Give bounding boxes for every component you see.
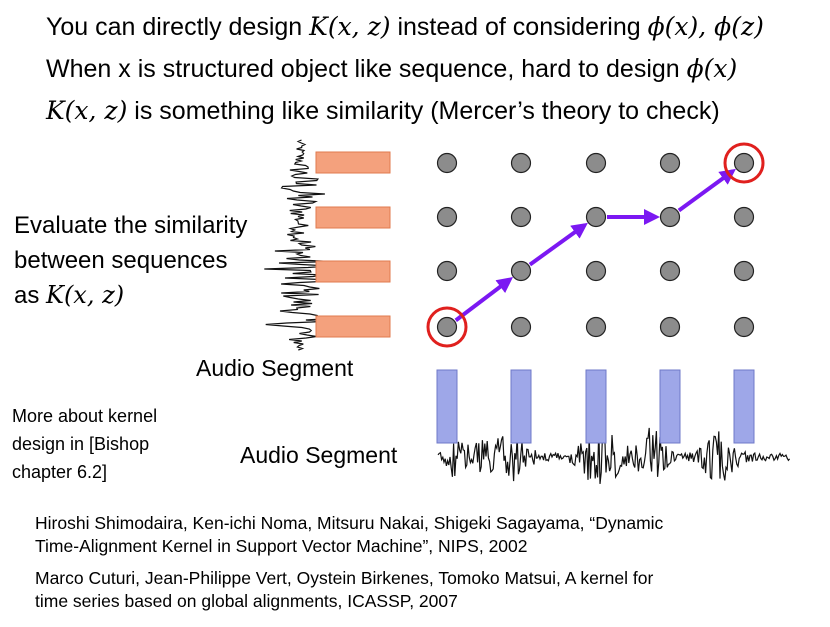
left-segment-bar [315, 260, 391, 283]
bottom-segment-bar [585, 369, 607, 444]
bottom-waveform [437, 427, 791, 484]
bottom-segment-bar [436, 369, 458, 444]
feature-map-x-formula: ϕ(x) [686, 54, 738, 83]
line1-text: You can directly design [46, 13, 310, 41]
reference-1-line-1: Hiroshi Shimodaira, Ken-ichi Noma, Mitsu… [35, 513, 664, 533]
grid-node [733, 206, 755, 228]
similarity-kernel-formula: K(x, z) [46, 281, 125, 309]
bottom-segment-bar [659, 369, 681, 444]
audio-segment-label-bottom: Audio Segment [240, 442, 398, 468]
audio-segment-label-left: Audio Segment [196, 355, 354, 381]
grid-node [436, 152, 458, 174]
line2-text: When x is structured object like sequenc… [46, 55, 687, 83]
feature-map-formula: ϕ(x), ϕ(z) [647, 12, 764, 41]
grid-node [733, 260, 755, 282]
bishop-line-3: chapter 6.2] [12, 462, 108, 482]
left-segment-bar [315, 206, 391, 229]
grid-node [733, 152, 755, 174]
alignment-arrow [677, 168, 736, 213]
grid-node [510, 206, 532, 228]
grid-node [733, 316, 755, 338]
reference-2-line-1: Marco Cuturi, Jean-Philippe Vert, Oystei… [35, 568, 654, 588]
reference-2-line-2: time series based on global alignments, … [35, 591, 458, 611]
bottom-segment-bar [510, 369, 532, 444]
reference-1: Hiroshi Shimodaira, Ken-ichi Noma, Mitsu… [35, 512, 663, 558]
grid-node [585, 206, 607, 228]
bishop-line-2: design in [Bishop [12, 434, 150, 454]
heading-line-3: K(x, z) is something like similarity (Me… [46, 96, 720, 126]
kernel-formula-2: K(x, z) [46, 96, 128, 125]
similarity-text: Evaluate the similarity between sequence… [14, 208, 247, 313]
left-segment-bar [315, 315, 391, 338]
line1-mid-text: instead of considering [390, 13, 648, 41]
grid-node [436, 260, 458, 282]
left-segment-bar [315, 151, 391, 174]
references: Hiroshi Shimodaira, Ken-ichi Noma, Mitsu… [35, 512, 663, 613]
reference-1-line-2: Time-Alignment Kernel in Support Vector … [35, 536, 528, 556]
similarity-line-1: Evaluate the similarity [14, 212, 248, 239]
similarity-line-2: between sequences [14, 247, 228, 274]
left-waveform [264, 139, 333, 351]
kernel-formula: K(x, z) [309, 12, 391, 41]
grid-node [585, 152, 607, 174]
grid-node [659, 316, 681, 338]
grid-node [585, 260, 607, 282]
bishop-line-1: More about kernel [12, 406, 158, 426]
similarity-line-3: as K(x, z) [14, 278, 247, 313]
heading-line-1: You can directly design K(x, z) instead … [46, 12, 764, 42]
grid-node [659, 260, 681, 282]
grid-node [510, 152, 532, 174]
alignment-arrow [528, 222, 588, 267]
grid-node [510, 260, 532, 282]
grid-node [436, 206, 458, 228]
grid-node [436, 316, 458, 338]
bottom-segment-bar [733, 369, 755, 444]
similarity-prefix: as [14, 282, 47, 309]
grid-node [659, 152, 681, 174]
grid-node [510, 316, 532, 338]
highlight-circle [426, 306, 468, 348]
grid-node [585, 316, 607, 338]
alignment-arrow [454, 277, 514, 322]
highlight-circle [723, 142, 765, 184]
bishop-note: More about kernel design in [Bishop chap… [12, 402, 157, 486]
grid-node [659, 206, 681, 228]
line3-text: is something like similarity (Mercer’s t… [127, 97, 720, 125]
reference-2: Marco Cuturi, Jean-Philippe Vert, Oystei… [35, 567, 663, 613]
heading-line-2: When x is structured object like sequenc… [46, 54, 737, 84]
